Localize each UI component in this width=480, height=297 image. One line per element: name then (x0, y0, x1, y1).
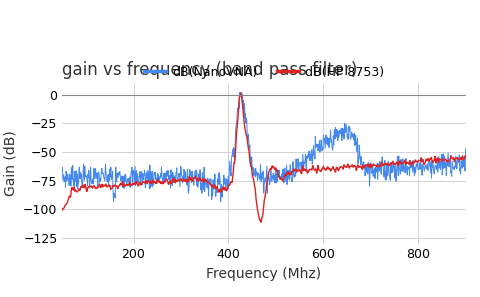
Legend: dB(NanoVNA), dB(HP 8753): dB(NanoVNA), dB(HP 8753) (139, 61, 389, 83)
dB(NanoVNA) (408, 164, 414, 168)
Line: dB(NanoVNA): dB(NanoVNA) (62, 92, 466, 202)
dB(NanoVNA) (104, 177, 109, 181)
dB(HP 8753) (60, 208, 65, 212)
Text: gain vs frequency (band pass filter): gain vs frequency (band pass filter) (62, 61, 358, 79)
dB(HP 8753) (258, 220, 264, 224)
dB(NanoVNA) (60, 166, 65, 169)
dB(HP 8753) (232, 161, 238, 165)
dB(HP 8753) (348, 165, 353, 168)
Y-axis label: Gain (dB): Gain (dB) (4, 130, 18, 196)
dB(NanoVNA) (364, 163, 370, 167)
dB(NanoVNA) (232, 147, 238, 150)
dB(HP 8753) (238, 91, 244, 95)
X-axis label: Frequency (Mhz): Frequency (Mhz) (206, 267, 322, 281)
dB(HP 8753) (364, 164, 370, 168)
dB(NanoVNA) (237, 91, 242, 94)
dB(HP 8753) (165, 178, 170, 182)
dB(HP 8753) (408, 163, 414, 167)
dB(NanoVNA) (348, 138, 353, 141)
Line: dB(HP 8753): dB(HP 8753) (62, 93, 466, 222)
dB(HP 8753) (104, 184, 109, 187)
dB(NanoVNA) (463, 147, 468, 151)
dB(NanoVNA) (218, 200, 224, 203)
dB(NanoVNA) (165, 173, 170, 177)
dB(HP 8753) (463, 154, 468, 157)
